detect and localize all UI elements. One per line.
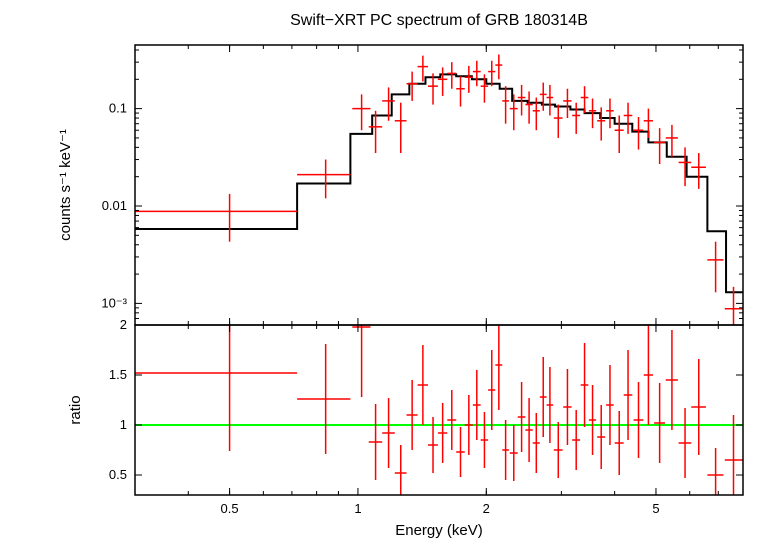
y-bot-tick-label: 0.5 (109, 467, 127, 482)
y-top-tick-label: 0.1 (109, 101, 127, 116)
y-top-tick-label: 10⁻³ (101, 295, 127, 310)
x-tick-label: 5 (652, 501, 659, 516)
y-bot-axis-label: ratio (67, 395, 84, 424)
y-bot-tick-label: 1 (120, 417, 127, 432)
x-tick-label: 0.5 (221, 501, 239, 516)
y-top-tick-label: 0.01 (102, 198, 127, 213)
y-bot-tick-label: 1.5 (109, 367, 127, 382)
chart-title: Swift−XRT PC spectrum of GRB 180314B (290, 12, 588, 29)
y-bot-tick-label: 2 (120, 317, 127, 332)
y-top-axis-label: counts s⁻¹ keV⁻¹ (57, 129, 74, 241)
chart-container: Swift−XRT PC spectrum of GRB 180314B 0.5 1… (0, 0, 758, 556)
spectrum-chart: Swift−XRT PC spectrum of GRB 180314B 0.5 1… (0, 0, 758, 556)
x-axis-label: Energy (keV) (395, 522, 483, 539)
x-tick-label: 2 (483, 501, 490, 516)
x-tick-label: 1 (354, 501, 361, 516)
